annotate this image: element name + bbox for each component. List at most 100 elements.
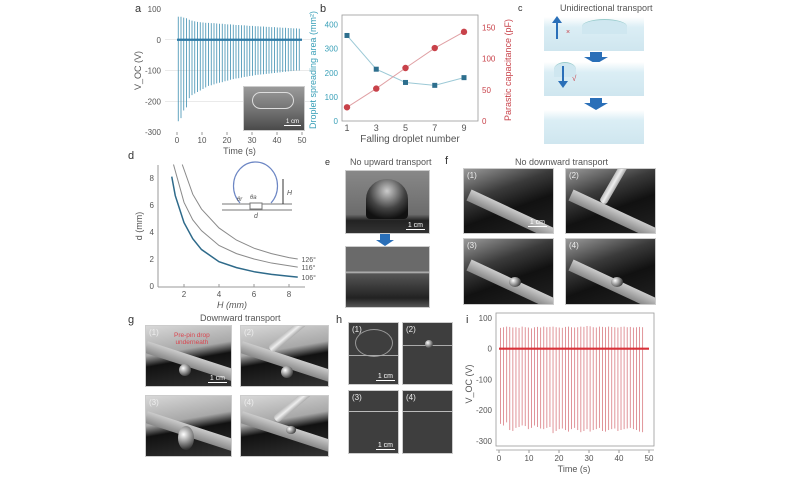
y-right-tick-label: 0: [482, 117, 487, 126]
frame-number: (4): [569, 241, 579, 250]
y-tick-label: 6: [150, 201, 155, 210]
y-right-axis-label: Parastic capacitance (pF): [503, 19, 513, 121]
panel-c-step2: √: [544, 62, 644, 96]
droplet-outline: [252, 92, 294, 109]
panel-f-photo-3: (3): [463, 238, 554, 305]
data-point-spreading-area: [373, 66, 379, 72]
panel-label-d: d: [128, 150, 135, 162]
panel-g-title: Downward transport: [200, 313, 281, 323]
x-tick-label: 7: [432, 123, 437, 133]
x-tick-label: 20: [555, 454, 564, 463]
chart-i-voltage: 0 10 20 30 40 50 100 0 -100 -200 -300 Time (s) V_OC …: [464, 312, 655, 474]
panel-f-photo-4: (4): [565, 238, 656, 305]
x-tick-label: 10: [525, 454, 534, 463]
data-point-capacitance: [460, 28, 468, 36]
inset-label-theta-r: θr: [237, 197, 243, 203]
curve-label: 116°: [302, 264, 316, 272]
panel-e-photo-2: [345, 246, 430, 308]
panel-h-photo-1: (1) 1 cm: [348, 322, 399, 385]
x-axis-label: Time (s): [223, 146, 256, 156]
x-tick-label: 50: [298, 136, 307, 145]
panel-label-b: b: [320, 3, 327, 15]
block-down-arrow-icon: [584, 52, 608, 64]
x-tick-label: 1: [344, 123, 349, 133]
panel-f-photo-1: (1) 1 cm: [463, 168, 554, 234]
x-tick-label: 5: [403, 123, 408, 133]
plot-frame: [495, 312, 655, 447]
data-point-spreading-area: [432, 82, 438, 88]
y-left-tick-label: 300: [325, 45, 339, 54]
data-point-spreading-area: [461, 75, 467, 81]
frame-number: (2): [244, 328, 254, 337]
scale-bar: 1 cm: [375, 373, 395, 381]
frame-number: (4): [406, 393, 416, 402]
curve-126deg: [181, 164, 298, 260]
x-axis-label: Falling droplet number: [360, 134, 460, 145]
y-tick-label: 8: [150, 174, 155, 183]
data-point-capacitance: [373, 85, 380, 92]
x-tick-label: 6: [252, 290, 257, 299]
panel-g-photo-2: (2): [240, 325, 329, 387]
x-tick-label: 50: [645, 454, 654, 463]
inset-label-theta-a: θa: [250, 195, 257, 201]
chart-b-spreading-capacitance: 1 3 5 7 9 0 100 200 300 400 0 50 100 150 Falling dropl…: [308, 11, 513, 145]
scale-bar: 1 cm: [527, 219, 547, 227]
down-arrowhead-icon: [558, 81, 568, 88]
panel-c-step3: [544, 110, 644, 144]
data-point-capacitance: [402, 64, 409, 72]
y-left-tick-label: 200: [325, 69, 339, 78]
y-left-tick-label: 400: [325, 21, 339, 30]
y-right-tick-label: 150: [482, 23, 496, 32]
inset-label-d: d: [254, 213, 259, 220]
frame-number: (2): [569, 171, 579, 180]
panel-label-g: g: [128, 314, 135, 326]
panel-label-a: a: [135, 3, 142, 15]
data-point-spreading-area: [344, 32, 350, 38]
block-down-arrow-icon: [584, 98, 608, 110]
panel-h-photo-4: (4): [402, 390, 453, 454]
down-arrow-icon: [380, 234, 390, 240]
frame-number: (2): [406, 325, 416, 334]
x-tick-label: 2: [182, 290, 187, 299]
frame-number: (4): [244, 398, 254, 407]
y-tick-label: -300: [476, 437, 493, 446]
x-tick-label: 40: [273, 136, 282, 145]
scale-bar: 1 cm: [375, 442, 395, 450]
y-tick-label: -300: [145, 128, 162, 137]
y-axis-label: V_OC (V): [133, 51, 143, 90]
cross-mark: ×: [566, 29, 571, 36]
check-mark: √: [572, 74, 577, 83]
series-line-spreading-area: [346, 35, 465, 86]
y-tick-label: 100: [148, 5, 162, 14]
data-point-capacitance: [431, 44, 438, 52]
x-tick-label: 30: [585, 454, 594, 463]
scale-bar: 1 cm: [283, 119, 301, 126]
panel-f-photo-2: (2): [565, 168, 656, 234]
down-arrowhead-icon: [376, 240, 394, 246]
panel-g-photo-1: (1) Pre-pin drop underneath 1 cm: [145, 325, 232, 387]
frame-number: (3): [352, 393, 362, 402]
y-tick-label: 0: [150, 282, 155, 291]
inset-droplet-outline: [232, 161, 279, 204]
panel-g-photo-4: (4): [240, 395, 329, 457]
droplet: [582, 19, 627, 34]
up-arrowhead-icon: [552, 16, 562, 23]
y-left-tick-label: 0: [334, 117, 339, 126]
frame-number: (1): [467, 171, 477, 180]
panel-c-arrows: [584, 52, 608, 110]
x-tick-label: 10: [198, 136, 207, 145]
panel-label-e: e: [325, 157, 331, 167]
curve-116deg: [173, 164, 298, 268]
panel-c-step1: ×: [544, 16, 644, 51]
droplet: [366, 179, 408, 219]
y-tick-label: -100: [476, 375, 493, 384]
panel-g-photo-3: (3): [145, 395, 232, 457]
annotation: Pre-pin drop underneath: [174, 332, 210, 346]
panel-f-title: No downward transport: [515, 157, 609, 167]
y-tick-label: -200: [476, 406, 493, 415]
x-tick-label: 0: [497, 454, 502, 463]
data-point-spreading-area: [403, 79, 408, 85]
x-tick-label: 30: [248, 136, 257, 145]
panel-label-h: h: [336, 314, 343, 326]
